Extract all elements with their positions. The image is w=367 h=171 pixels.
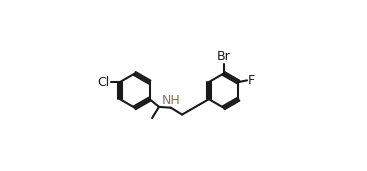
Text: NH: NH [161, 94, 180, 107]
Text: F: F [248, 74, 255, 87]
Text: Br: Br [217, 50, 230, 63]
Text: Cl: Cl [98, 76, 110, 89]
